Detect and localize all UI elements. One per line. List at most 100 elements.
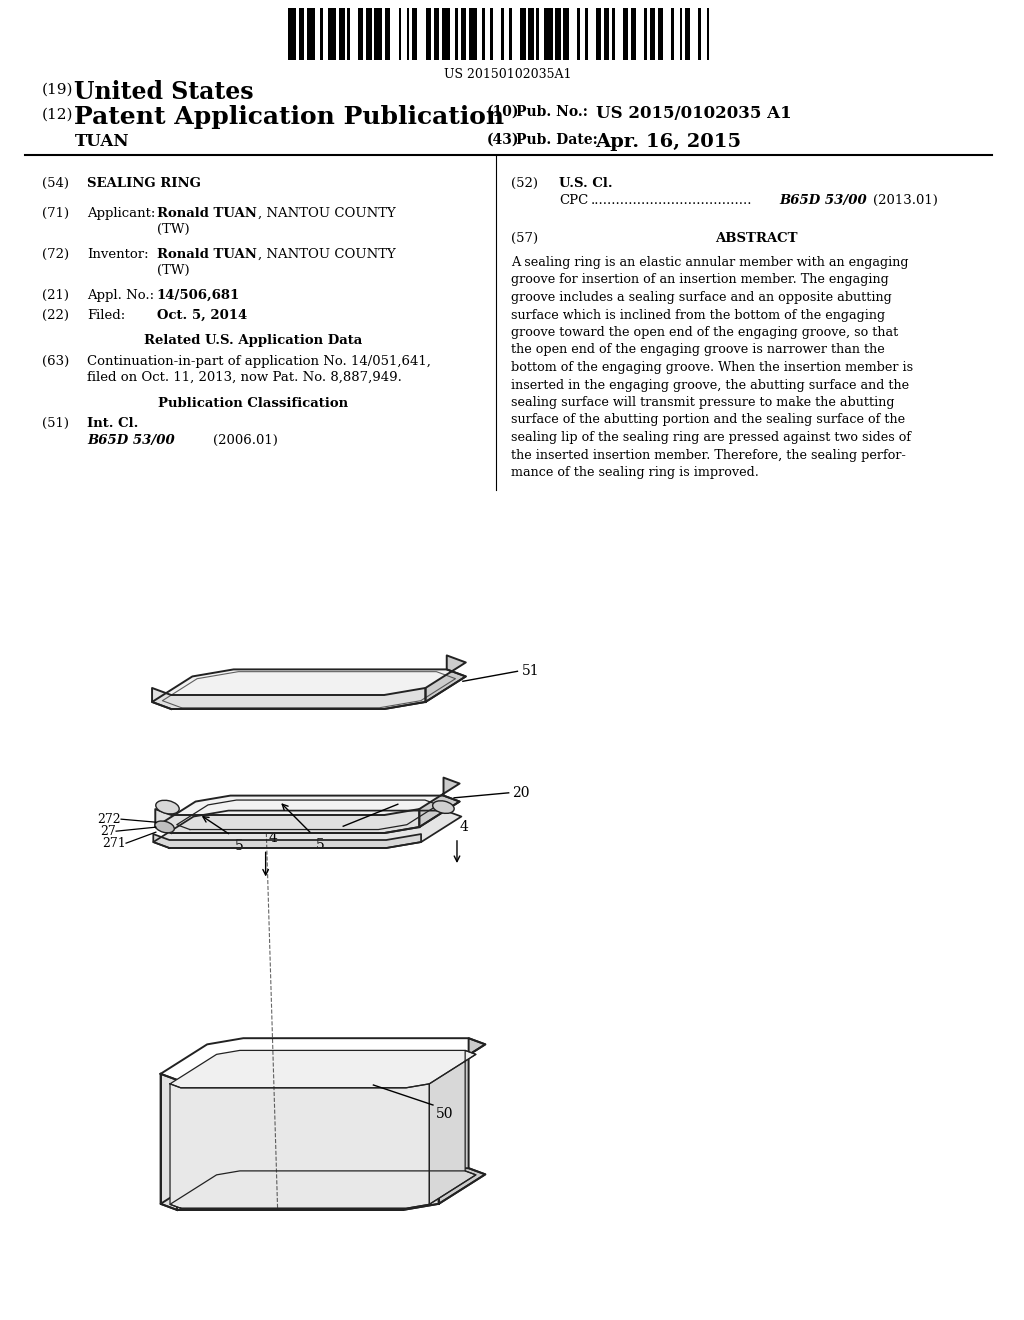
Bar [596,8,601,59]
Bar [698,8,701,59]
Text: , NANTOU COUNTY: , NANTOU COUNTY [258,248,396,261]
Bar [545,8,553,59]
Text: (TW): (TW) [157,264,189,277]
Text: (63): (63) [42,355,69,368]
Bar [680,8,682,59]
Bar [299,8,304,59]
Bar [434,8,439,59]
Polygon shape [154,834,421,847]
Text: Ronald TUAN: Ronald TUAN [157,207,257,220]
Bar [461,8,466,59]
Text: Int. Cl.: Int. Cl. [87,417,138,430]
Bar [657,8,664,59]
Bar [482,8,485,59]
Text: TUAN: TUAN [75,133,129,150]
Text: (12): (12) [42,108,73,121]
Text: (71): (71) [42,207,69,220]
Polygon shape [170,1051,476,1088]
Text: Filed:: Filed: [87,309,126,322]
Polygon shape [156,809,419,833]
Bar [358,8,364,59]
Bar [672,8,674,59]
Text: 4: 4 [460,820,469,834]
Bar [490,8,494,59]
Ellipse shape [156,800,179,814]
Text: 20: 20 [512,785,529,800]
Text: United States: United States [75,81,254,104]
Bar [563,8,568,59]
Bar [367,8,372,59]
Bar [585,8,588,59]
Text: (22): (22) [42,309,69,322]
Bar [707,8,710,59]
Text: (19): (19) [42,83,73,96]
Polygon shape [161,1074,438,1210]
Text: Ronald TUAN: Ronald TUAN [157,248,257,261]
Text: Inventor:: Inventor: [87,248,148,261]
Text: 28: 28 [400,797,418,812]
Text: B65D 53/00: B65D 53/00 [779,194,867,207]
Bar [321,8,323,59]
Polygon shape [152,669,466,709]
Text: (72): (72) [42,248,69,261]
Text: US 2015/0102035 A1: US 2015/0102035 A1 [596,106,792,121]
Text: ABSTRACT: ABSTRACT [715,232,798,246]
Text: 5: 5 [315,838,325,853]
Polygon shape [429,1051,476,1204]
Text: (TW): (TW) [157,223,189,236]
Bar [537,8,539,59]
Text: (51): (51) [42,417,69,430]
Text: (21): (21) [42,289,69,302]
Bar [650,8,655,59]
Bar [374,8,382,59]
Bar [385,8,390,59]
Text: SEALING RING: SEALING RING [87,177,202,190]
Text: Continuation-in-part of application No. 14/051,641,: Continuation-in-part of application No. … [87,355,431,368]
Bar [441,8,450,59]
Text: B65D 53/00: B65D 53/00 [87,434,175,447]
Bar [520,8,525,59]
Bar [347,8,350,59]
Text: 14/506,681: 14/506,681 [157,289,240,302]
Bar [339,8,344,59]
Bar [644,8,647,59]
Text: Apr. 16, 2015: Apr. 16, 2015 [596,133,741,150]
Bar [407,8,410,59]
Polygon shape [419,777,460,828]
Bar [412,8,418,59]
Bar [612,8,614,59]
Polygon shape [170,1171,476,1208]
Text: 272: 272 [97,813,121,826]
Text: (52): (52) [511,177,539,190]
Text: Pub. Date:: Pub. Date: [516,133,598,147]
Bar [398,8,401,59]
Text: 27: 27 [100,825,116,838]
Bar [577,8,580,59]
Text: 4: 4 [268,832,278,845]
Text: 50: 50 [436,1107,454,1121]
Text: (2006.01): (2006.01) [213,434,279,447]
Bar [288,8,296,59]
Polygon shape [161,1168,485,1210]
Text: Applicant:: Applicant: [87,207,156,220]
Text: Related U.S. Application Data: Related U.S. Application Data [144,334,362,347]
Text: Pub. No.:: Pub. No.: [516,106,588,119]
Ellipse shape [155,821,174,833]
Polygon shape [438,1039,485,1204]
Text: Appl. No.:: Appl. No.: [87,289,155,302]
Text: A sealing ring is an elastic annular member with an engaging
groove for insertio: A sealing ring is an elastic annular mem… [511,256,913,479]
Text: 271: 271 [102,837,126,850]
Bar [555,8,561,59]
Bar [501,8,504,59]
Polygon shape [154,810,462,847]
Text: Patent Application Publication: Patent Application Publication [75,106,505,129]
Text: (10): (10) [486,106,519,119]
Polygon shape [156,796,460,833]
Text: , NANTOU COUNTY: , NANTOU COUNTY [258,207,396,220]
Text: US 20150102035A1: US 20150102035A1 [444,69,572,81]
Text: CPC: CPC [559,194,588,207]
Bar [329,8,337,59]
Text: 51: 51 [521,664,539,678]
Bar [469,8,477,59]
Bar [307,8,314,59]
